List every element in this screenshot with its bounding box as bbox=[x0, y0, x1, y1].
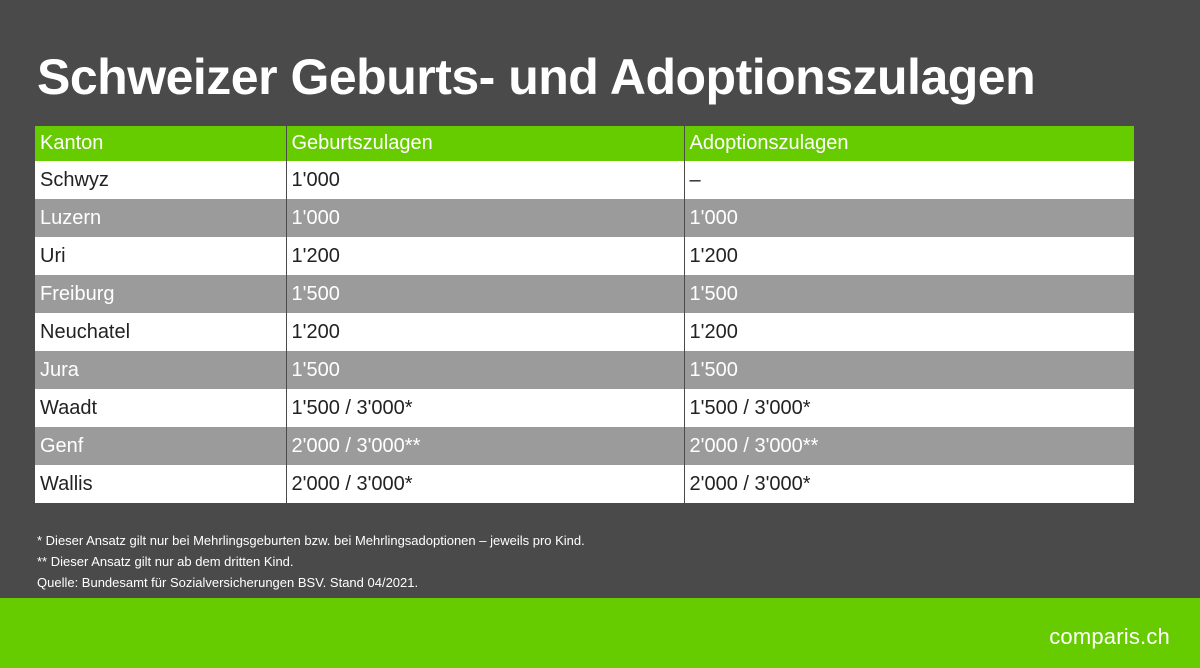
cell-adoptionszulagen: 1'200 bbox=[683, 237, 1134, 275]
cell-kanton: Schwyz bbox=[35, 161, 286, 199]
footnote-single-asterisk: * Dieser Ansatz gilt nur bei Mehrlingsge… bbox=[37, 533, 585, 548]
table-row: Wallis 2'000 / 3'000* 2'000 / 3'000* bbox=[35, 465, 1134, 503]
table-row: Schwyz 1'000 – bbox=[35, 161, 1134, 199]
source-note: Quelle: Bundesamt für Sozialversicherung… bbox=[37, 575, 419, 590]
table-row: Jura 1'500 1'500 bbox=[35, 351, 1134, 389]
allowance-table: Kanton Geburtszulagen Adoptionszulagen S… bbox=[35, 126, 1134, 503]
footer-bar: comparis.ch bbox=[0, 598, 1200, 668]
cell-kanton: Uri bbox=[35, 237, 286, 275]
comparis-logo: comparis.ch bbox=[1049, 624, 1170, 649]
cell-geburtszulagen: 1'000 bbox=[285, 199, 684, 237]
cell-kanton: Luzern bbox=[35, 199, 286, 237]
footnote-double-asterisk: ** Dieser Ansatz gilt nur ab dem dritten… bbox=[37, 554, 294, 569]
table-row: Neuchatel 1'200 1'200 bbox=[35, 313, 1134, 351]
footnotes: * Dieser Ansatz gilt nur bei Mehrlingsge… bbox=[37, 530, 585, 593]
cell-adoptionszulagen: 1'500 / 3'000* bbox=[683, 389, 1134, 427]
cell-geburtszulagen: 2'000 / 3'000* bbox=[285, 465, 684, 503]
cell-kanton: Waadt bbox=[35, 389, 286, 427]
cell-adoptionszulagen: 1'500 bbox=[683, 275, 1134, 313]
cell-kanton: Jura bbox=[35, 351, 286, 389]
cell-geburtszulagen: 1'200 bbox=[285, 313, 684, 351]
table-row: Freiburg 1'500 1'500 bbox=[35, 275, 1134, 313]
cell-adoptionszulagen: 2'000 / 3'000* bbox=[683, 465, 1134, 503]
cell-geburtszulagen: 1'500 / 3'000* bbox=[285, 389, 684, 427]
page-title: Schweizer Geburts- und Adoptionszulagen bbox=[37, 49, 1036, 105]
column-header-adoptionszulagen: Adoptionszulagen bbox=[683, 126, 1134, 161]
cell-geburtszulagen: 1'000 bbox=[285, 161, 684, 199]
cell-geburtszulagen: 1'500 bbox=[285, 275, 684, 313]
table-row: Waadt 1'500 / 3'000* 1'500 / 3'000* bbox=[35, 389, 1134, 427]
table-row: Luzern 1'000 1'000 bbox=[35, 199, 1134, 237]
cell-adoptionszulagen: – bbox=[683, 161, 1134, 199]
cell-kanton: Freiburg bbox=[35, 275, 286, 313]
cell-kanton: Wallis bbox=[35, 465, 286, 503]
table-row: Genf 2'000 / 3'000** 2'000 / 3'000** bbox=[35, 427, 1134, 465]
cell-adoptionszulagen: 1'500 bbox=[683, 351, 1134, 389]
cell-kanton: Neuchatel bbox=[35, 313, 286, 351]
cell-geburtszulagen: 2'000 / 3'000** bbox=[285, 427, 684, 465]
table-row: Uri 1'200 1'200 bbox=[35, 237, 1134, 275]
column-header-geburtszulagen: Geburtszulagen bbox=[285, 126, 684, 161]
cell-adoptionszulagen: 2'000 / 3'000** bbox=[683, 427, 1134, 465]
table-header-row: Kanton Geburtszulagen Adoptionszulagen bbox=[35, 126, 1134, 161]
column-header-kanton: Kanton bbox=[35, 126, 286, 161]
cell-geburtszulagen: 1'500 bbox=[285, 351, 684, 389]
cell-kanton: Genf bbox=[35, 427, 286, 465]
cell-geburtszulagen: 1'200 bbox=[285, 237, 684, 275]
cell-adoptionszulagen: 1'000 bbox=[683, 199, 1134, 237]
cell-adoptionszulagen: 1'200 bbox=[683, 313, 1134, 351]
